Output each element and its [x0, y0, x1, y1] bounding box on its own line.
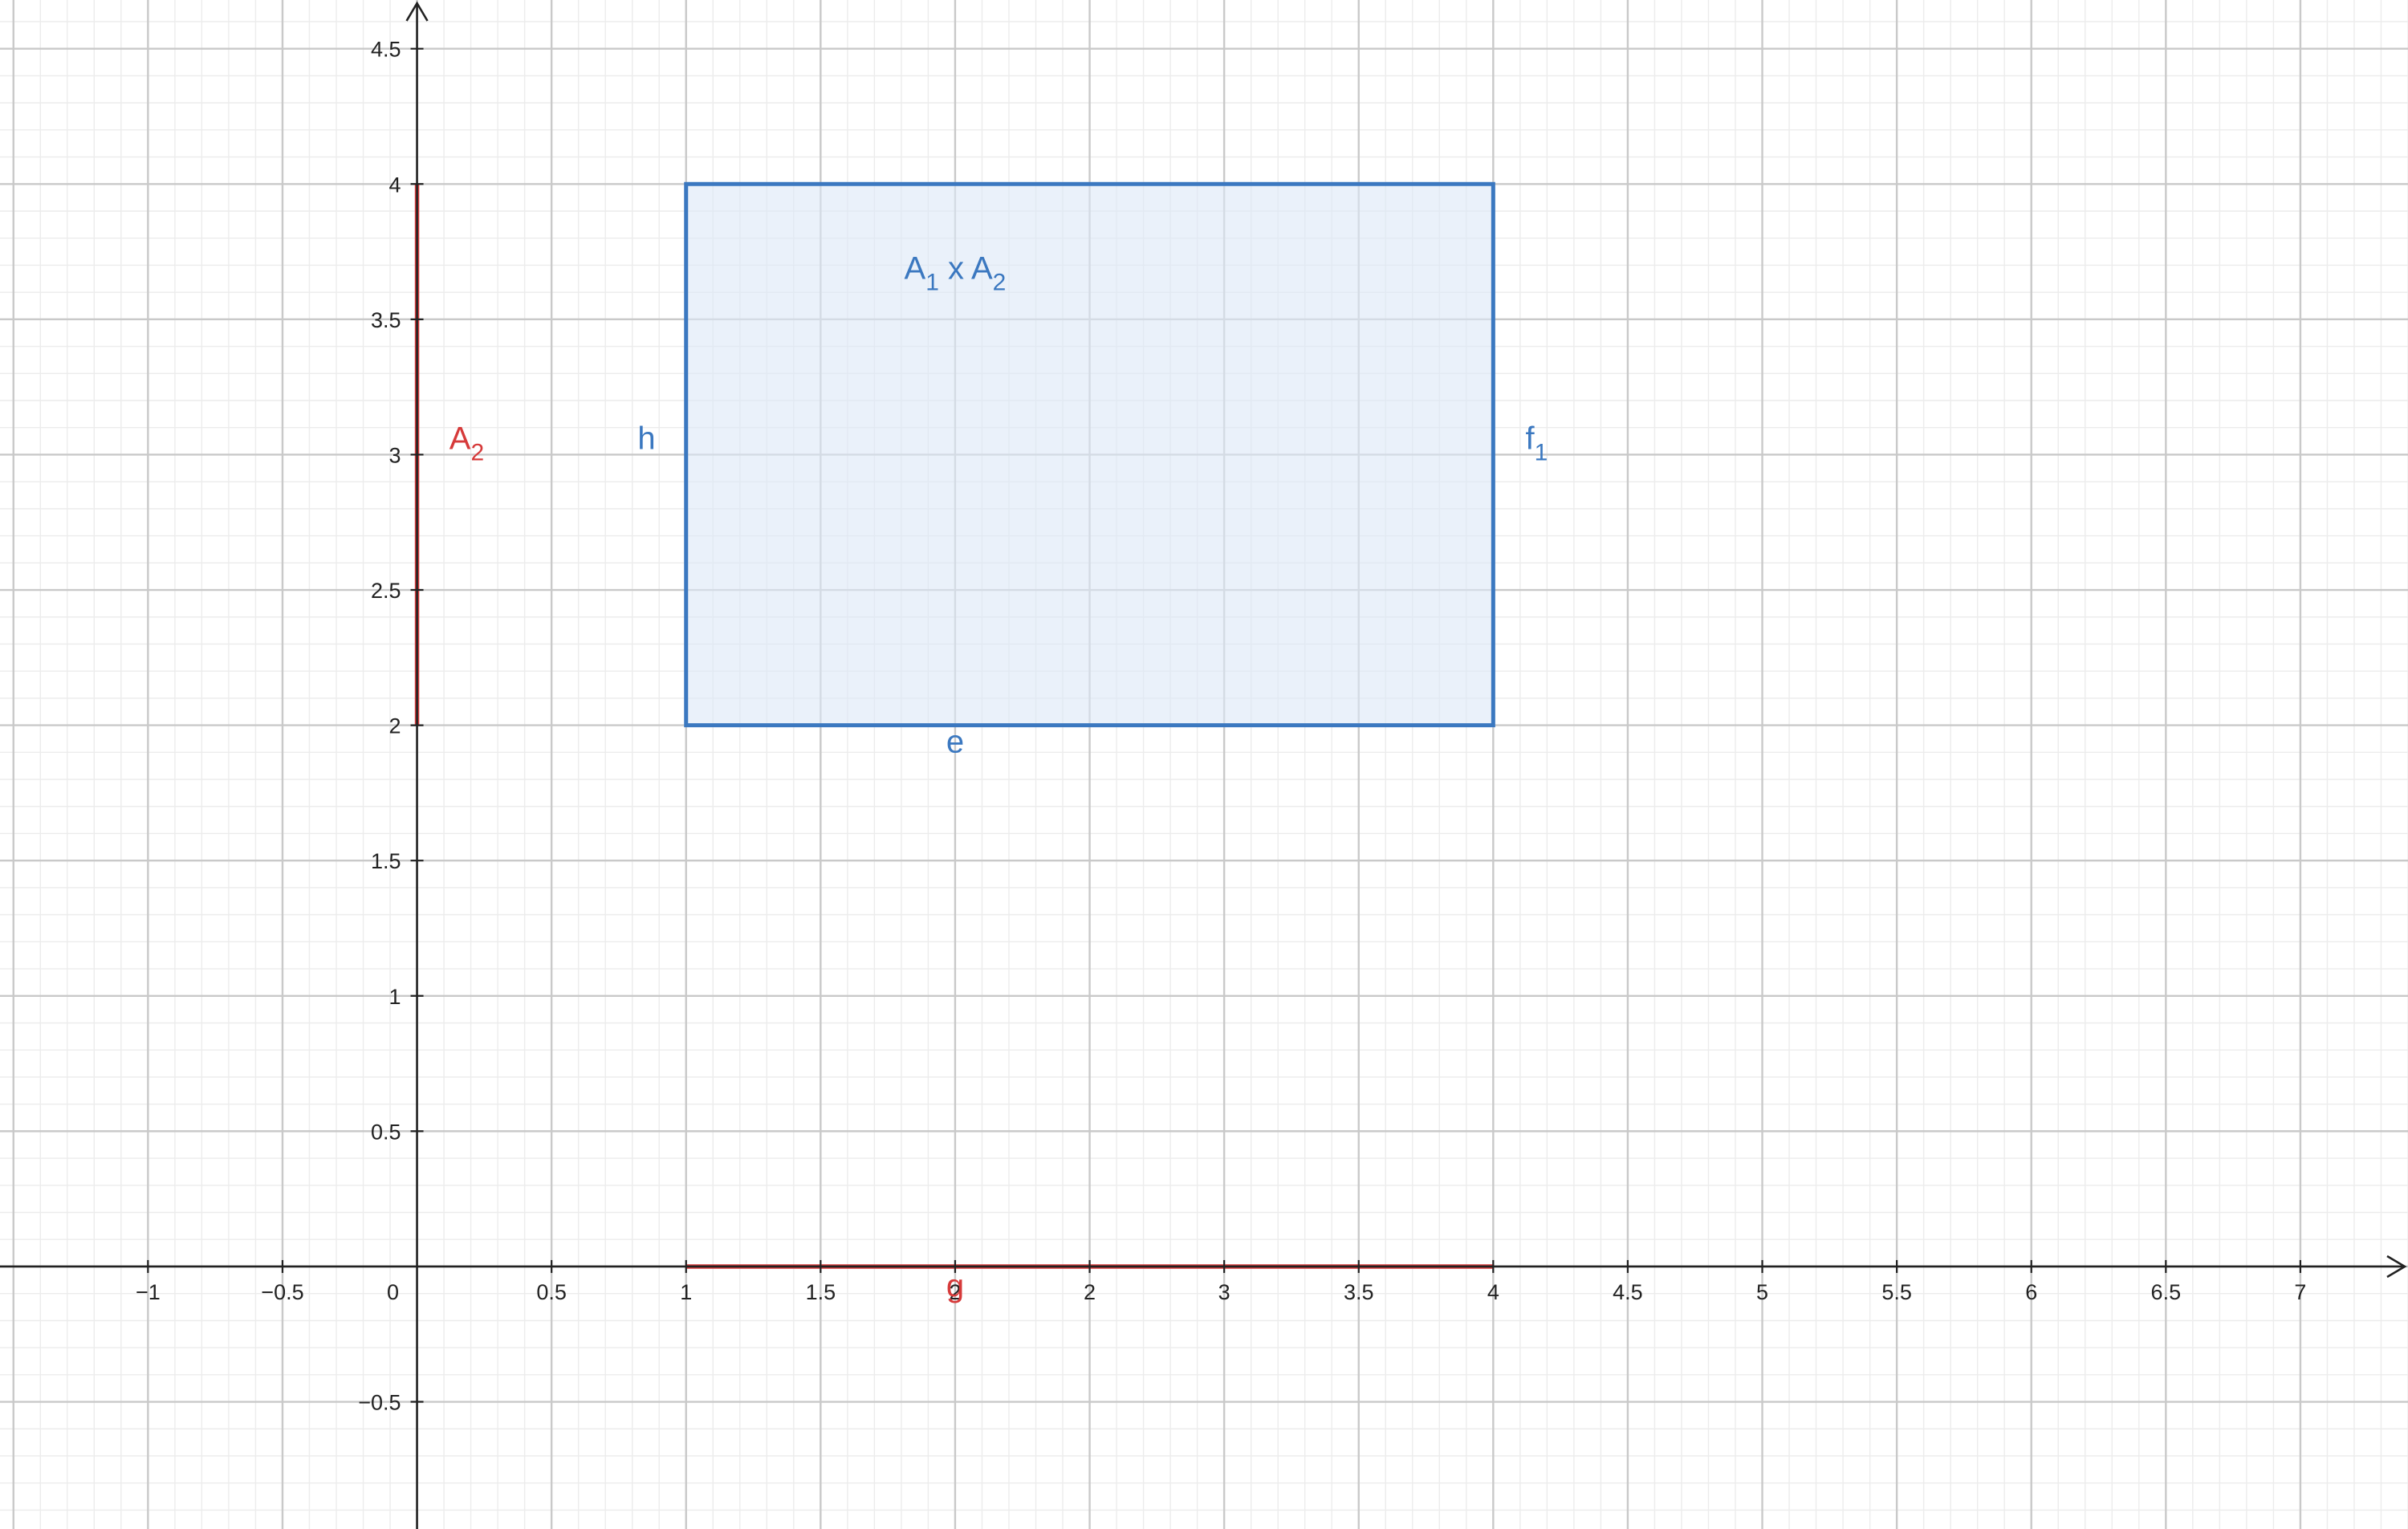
y-tick-label: 4: [389, 173, 401, 197]
x-tick-label: 0.5: [536, 1280, 567, 1304]
rectangle-label: A1 x A2: [905, 250, 1007, 295]
segment-label-g: g: [946, 1268, 964, 1303]
x-tick-label: −0.5: [261, 1280, 303, 1304]
x-tick-label: 7: [2294, 1280, 2306, 1304]
x-tick-label: 3: [1218, 1280, 1230, 1304]
tick-labels: −1 −0.5 0 0.5 1 1.5 2 2 3 3.5 4 4.5 5 5.5 6 6.5 7 −0.5 0.5…: [136, 38, 2306, 1415]
y-tick-label: 1.5: [371, 849, 401, 873]
y-tick-label: 2.5: [371, 579, 401, 603]
x-tick-label: 4: [1487, 1280, 1499, 1304]
edge-label-f: f1: [1526, 421, 1548, 466]
edge-label-h: h: [637, 421, 655, 457]
y-tick-label: 0.5: [371, 1120, 401, 1144]
y-tick-label: 4.5: [371, 38, 401, 62]
x-tick-label: 2: [1084, 1280, 1096, 1304]
x-tick-label: 3.5: [1344, 1280, 1374, 1304]
x-tick-label: 1.5: [806, 1280, 836, 1304]
x-tick-label: −1: [136, 1280, 161, 1304]
x-tick-label: 6.5: [2151, 1280, 2182, 1304]
y-tick-label: −0.5: [358, 1391, 401, 1415]
x-tick-label: 2: [949, 1280, 961, 1304]
y-tick-label: 3: [389, 443, 401, 467]
x-tick-label: 1: [680, 1280, 692, 1304]
x-tick-label: 5: [1756, 1280, 1768, 1304]
y-tick-label: 2: [389, 714, 401, 738]
object-labels: A1 x A2 h f1 e A2 g: [449, 250, 1548, 1303]
y-tick-label: 1: [389, 985, 401, 1009]
x-tick-label: 6: [2025, 1280, 2037, 1304]
x-tick-label: 5.5: [1881, 1280, 1912, 1304]
geometry-objects: [414, 181, 1495, 1269]
x-tick-label: 4.5: [1613, 1280, 1643, 1304]
segment-label-a2: A2: [449, 421, 484, 466]
x-axis-arrow: [2386, 1255, 2407, 1279]
edge-label-e: e: [946, 724, 964, 759]
y-axis-arrow: [405, 1, 429, 22]
y-tick-label: 3.5: [371, 308, 401, 332]
rectangle-a1xa2[interactable]: [684, 181, 1495, 728]
x-tick-label: 0: [387, 1280, 399, 1304]
